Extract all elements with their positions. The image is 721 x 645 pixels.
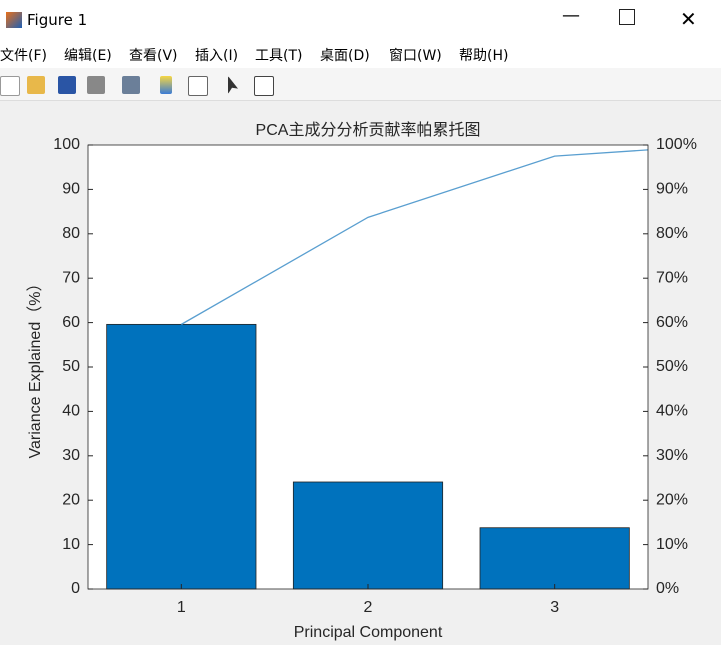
menu-item[interactable]: 查看(V) (129, 48, 178, 64)
y2-tick-label: 20% (656, 491, 688, 508)
y2-tick-label: 40% (656, 403, 688, 420)
y-tick-label: 30 (62, 447, 80, 464)
x-tick-label: 1 (177, 599, 186, 616)
menu-item[interactable]: 插入(I) (195, 48, 239, 64)
y-tick-label: 60 (62, 314, 80, 331)
menu-item[interactable]: 工具(T) (255, 48, 303, 64)
x-tick-label: 3 (550, 599, 559, 616)
chart-title: PCA主成分分析贡献率帕累托图 (256, 121, 481, 139)
menu-item[interactable]: 帮助(H) (459, 48, 509, 64)
y-tick-label: 10 (62, 536, 80, 553)
y2-tick-label: 60% (656, 314, 688, 331)
y-tick-label: 20 (62, 491, 80, 508)
y2-tick-label: 10% (656, 536, 688, 553)
y2-tick-label: 50% (656, 358, 688, 375)
y2-tick-label: 0% (656, 580, 679, 597)
y2-tick-label: 100% (656, 136, 697, 153)
chart: PCA主成分分析贡献率帕累托图 Principal Component Vari… (26, 121, 697, 641)
cumulative-line (181, 149, 649, 325)
y-tick-label: 0 (71, 580, 80, 597)
y-tick-label: 80 (62, 225, 80, 242)
pointer-button[interactable] (228, 76, 238, 94)
bar (292, 481, 444, 590)
bar (106, 323, 257, 590)
x-tick-label: 2 (364, 599, 373, 616)
open-button[interactable] (27, 76, 45, 94)
x-axis-label: Principal Component (294, 624, 443, 641)
y2-tick-label: 90% (656, 181, 688, 198)
menu-item[interactable]: 编辑(E) (64, 48, 112, 64)
menu-item[interactable]: 桌面(D) (320, 48, 370, 64)
y2-tick-label: 80% (656, 225, 688, 242)
y-tick-label: 100 (53, 136, 80, 153)
link-button[interactable] (122, 76, 140, 94)
title-bar: Figure 1 — ✕ (0, 0, 721, 40)
menu-bar: 文件(F) 编辑(E) 查看(V) 插入(I) 工具(T) 桌面(D) 窗口(W) 帮助(H) (0, 40, 721, 68)
new-button[interactable] (0, 76, 20, 96)
y2-tick-label: 30% (656, 447, 688, 464)
legend-button[interactable] (188, 76, 208, 96)
window-title: Figure 1 (27, 11, 88, 29)
y-tick-label: 50 (62, 358, 80, 375)
menu-item[interactable]: 窗口(W) (389, 48, 442, 64)
toolbar (0, 68, 721, 101)
y-tick-label: 70 (62, 269, 80, 286)
property-button[interactable] (254, 76, 274, 96)
y-axis-label: Variance Explained（%） (26, 276, 44, 459)
y-tick-label: 90 (62, 181, 80, 198)
print-button[interactable] (87, 76, 105, 94)
maximize-button[interactable] (619, 9, 635, 25)
bar (479, 527, 630, 590)
menu-item[interactable]: 文件(F) (0, 48, 47, 64)
minimize-button[interactable]: — (562, 5, 580, 26)
save-button[interactable] (58, 76, 76, 94)
colorbar-button[interactable] (160, 76, 172, 94)
axes-box (87, 144, 649, 590)
y-tick-label: 40 (62, 403, 80, 420)
close-button[interactable]: ✕ (680, 7, 697, 31)
y2-tick-label: 70% (656, 269, 688, 286)
app-icon (6, 12, 22, 28)
